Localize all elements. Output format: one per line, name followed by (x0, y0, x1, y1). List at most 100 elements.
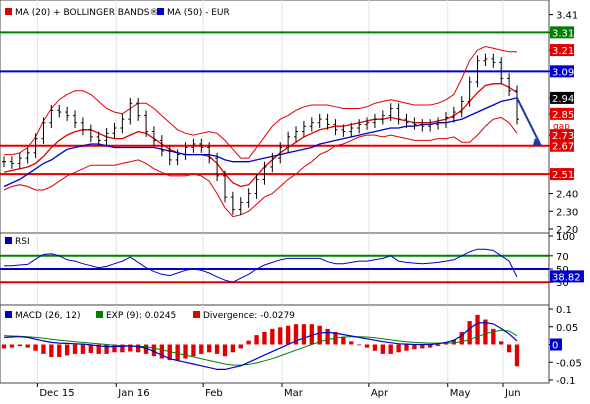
x-tick-label-4: Apr (371, 388, 389, 399)
legend-rsi-label: RSI (15, 237, 30, 247)
price-tag-label-2.94: 2.94 (552, 94, 574, 105)
divergence-bar-44 (349, 341, 354, 345)
divergence-bar-15 (120, 344, 125, 353)
divergence-bar-50 (396, 344, 401, 353)
divergence-bar-60 (475, 314, 480, 345)
rsi-line (4, 248, 518, 283)
divergence-bar-63 (499, 341, 504, 345)
divergence-bar-46 (364, 344, 370, 348)
price-levels (0, 31, 549, 176)
legend-swatch-rsi (5, 237, 12, 244)
divergence-bar-47 (372, 344, 378, 351)
divergence-bar-12 (96, 344, 101, 354)
divergence-bar-55 (435, 344, 441, 347)
divergence-bar-5 (41, 344, 46, 354)
divergence-bar-22 (175, 344, 180, 361)
divergence-bar-6 (49, 344, 54, 357)
x-tick-label-1: Jan 16 (117, 388, 149, 399)
rsi-tick-label-0: 100 (556, 232, 575, 243)
divergence-bar-40 (317, 325, 322, 345)
divergence-bar-26 (207, 344, 212, 353)
price-tick-label-10: 2.30 (556, 207, 578, 218)
divergence-bar-65 (514, 344, 520, 367)
legend-macd-label: MACD (26, 12) (15, 311, 81, 321)
x-tick-label-0: Dec 15 (39, 388, 74, 399)
divergence-bar-25 (199, 344, 204, 354)
price-tag-3.09 (550, 65, 574, 78)
divergence-bar-20 (159, 344, 165, 359)
divergence-bar-62 (491, 328, 496, 345)
divergence-bar-18 (143, 344, 149, 354)
divergence-bar-61 (483, 319, 488, 345)
macd-lines (3, 321, 518, 370)
price-bars (2, 53, 519, 215)
divergence-bar-24 (191, 344, 196, 357)
price-tag-label-2.73: 2.73 (552, 131, 574, 142)
divergence-bar-28 (222, 344, 228, 357)
legend-exp-label: EXP (9): 0.0245 (106, 311, 176, 321)
macd-histogram (1, 314, 520, 367)
rsi-levels (0, 254, 549, 284)
rsi-tick-label-1: 70 (556, 252, 569, 263)
divergence-bar-39 (309, 324, 314, 345)
legend-swatch-exp (96, 311, 103, 318)
price-tag-3.21 (550, 44, 574, 57)
divergence-bar-14 (112, 344, 117, 353)
divergence-bar-41 (325, 328, 330, 345)
legend-ma50-label: MA (50) - EUR (167, 8, 230, 18)
price-tick-label-0: 3.41 (556, 11, 578, 22)
rsi-legend: RSI (5, 237, 30, 247)
price-tag-2.67 (550, 139, 574, 152)
price-tick-label-9: 2.40 (556, 190, 578, 201)
legend-swatch-divergence (193, 311, 200, 318)
divergence-bar-29 (230, 344, 236, 353)
macd-legend: MACD (26, 12) EXP (9): 0.0245 Divergence… (5, 311, 295, 321)
rsi-series (4, 248, 518, 283)
divergence-bar-58 (459, 332, 464, 345)
price-tag-label-3.31: 3.31 (552, 28, 574, 39)
divergence-bar-17 (135, 344, 141, 353)
divergence-bar-59 (467, 321, 472, 345)
divergence-bar-43 (341, 336, 346, 345)
divergence-bar-11 (88, 344, 93, 354)
divergence-bar-52 (412, 344, 417, 350)
macd-line (3, 321, 518, 370)
divergence-bar-54 (428, 344, 433, 348)
price-tag-2.85 (550, 107, 574, 120)
divergence-bar-45 (356, 344, 362, 346)
price-panel: MA (20) + BOLLINGER BANDS® MA (50) - EUR… (0, 0, 578, 236)
rsi-panel: RSI 10070503038.82 (0, 232, 584, 306)
arrow-head (533, 137, 543, 146)
price-tag-2.51 (550, 168, 574, 181)
divergence-bar-35 (278, 327, 283, 345)
divergence-bar-8 (64, 344, 70, 356)
divergence-bar-23 (183, 344, 188, 359)
divergence-bar-7 (57, 344, 62, 357)
x-tick-label-5: May (450, 388, 471, 399)
divergence-bar-30 (238, 344, 243, 349)
bollinger-upper (4, 45, 517, 159)
price-y-axis: 3.41 3.31 3.21 3.09 2.94 2.85 2.732.67 2.51 2.40… (549, 11, 578, 236)
price-grid (36, 0, 504, 233)
price-panel-frame (0, 0, 550, 234)
price-legend: MA (20) + BOLLINGER BANDS® MA (50) - EUR (5, 8, 230, 18)
rsi-y-axis: 10070503038.82 (549, 232, 584, 289)
divergence-bar-19 (151, 344, 157, 357)
price-tag-label-3.21: 3.21 (552, 46, 574, 57)
rsi-tick-label-3: 30 (556, 278, 569, 289)
rsi-current-label: 38.82 (552, 272, 581, 283)
divergence-bar-4 (33, 344, 38, 351)
divergence-bar-10 (80, 344, 86, 354)
divergence-bar-31 (246, 340, 251, 345)
macd-y-axis: 0.10.050-0.05-0.10 (549, 305, 582, 387)
legend-divergence-label: Divergence: -0.0279 (203, 311, 295, 321)
divergence-bar-56 (443, 342, 449, 345)
price-tag-2.94 (550, 91, 574, 104)
price-tag-label-3.09: 3.09 (552, 67, 574, 78)
forecast-arrow (516, 97, 543, 146)
divergence-bar-51 (404, 344, 409, 351)
price-tag-label-2.67: 2.67 (552, 142, 574, 153)
legend-swatch-macd (5, 311, 12, 318)
divergence-bar-32 (254, 335, 259, 345)
